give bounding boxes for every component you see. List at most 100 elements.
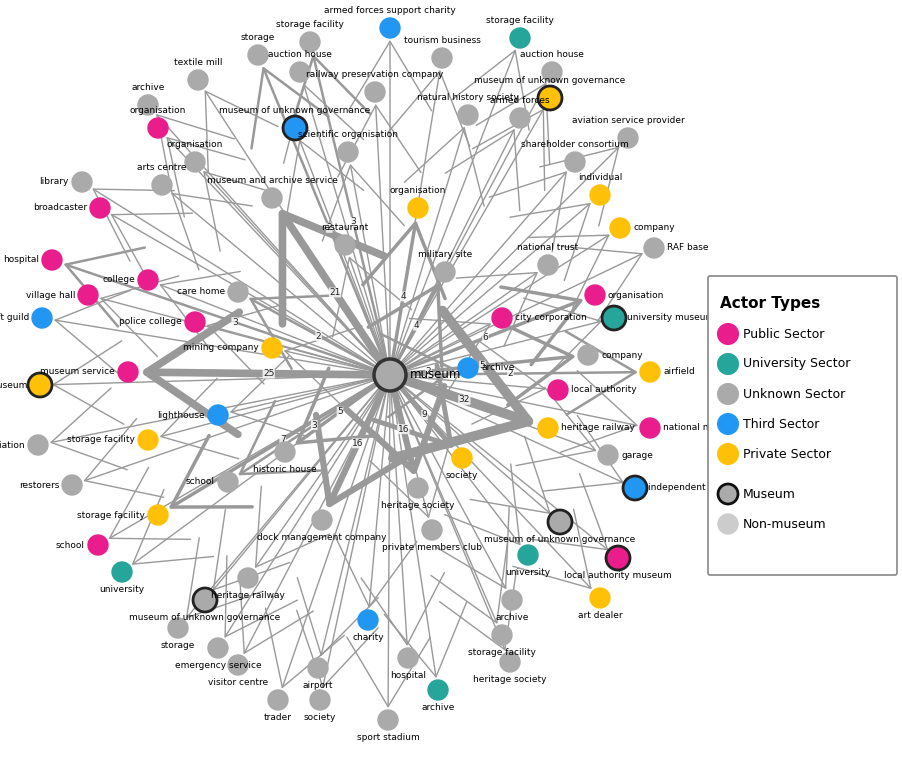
- Text: 3: 3: [232, 317, 237, 327]
- Circle shape: [208, 638, 228, 658]
- Text: society: society: [446, 471, 478, 480]
- Text: company: company: [633, 224, 675, 232]
- Text: 25: 25: [263, 369, 274, 378]
- Text: organisation: organisation: [390, 186, 446, 195]
- Text: university museum: university museum: [627, 313, 714, 323]
- Text: 9: 9: [422, 411, 428, 419]
- Text: archive: archive: [495, 613, 529, 622]
- Text: armed forces: armed forces: [490, 96, 550, 105]
- Text: 6: 6: [483, 334, 488, 342]
- Text: natural history society: natural history society: [417, 93, 519, 102]
- Circle shape: [623, 476, 647, 500]
- Text: 5: 5: [337, 407, 343, 416]
- Text: storage facility: storage facility: [468, 648, 536, 657]
- Text: arts centre: arts centre: [137, 163, 187, 172]
- Text: 32: 32: [458, 395, 470, 405]
- Text: broadcaster: broadcaster: [32, 204, 87, 212]
- Text: emergency service: emergency service: [175, 661, 262, 670]
- Circle shape: [90, 198, 110, 218]
- Circle shape: [602, 306, 626, 330]
- Text: sport stadium: sport stadium: [356, 733, 419, 742]
- Circle shape: [138, 270, 158, 290]
- Circle shape: [718, 484, 738, 504]
- Circle shape: [578, 345, 598, 365]
- Circle shape: [218, 472, 238, 492]
- Text: storage facility: storage facility: [78, 510, 145, 520]
- Circle shape: [193, 588, 217, 612]
- Circle shape: [640, 418, 660, 438]
- Text: local authority museum: local authority museum: [564, 571, 672, 580]
- Text: trader: trader: [264, 713, 292, 722]
- Circle shape: [290, 62, 310, 82]
- Text: museum of unknown governance: museum of unknown governance: [474, 76, 626, 85]
- Circle shape: [262, 188, 282, 208]
- Text: Non-museum: Non-museum: [743, 517, 826, 530]
- Text: museum of unknown governance: museum of unknown governance: [129, 613, 281, 622]
- Text: craft guild: craft guild: [0, 313, 29, 323]
- Circle shape: [492, 625, 512, 645]
- Circle shape: [585, 285, 605, 305]
- Circle shape: [112, 562, 132, 582]
- Text: 21: 21: [329, 288, 341, 297]
- Text: university: university: [505, 568, 550, 577]
- Text: museum service: museum service: [41, 367, 115, 377]
- Text: university: university: [99, 585, 144, 594]
- Text: tourism business: tourism business: [403, 36, 481, 45]
- Text: 16: 16: [352, 438, 364, 448]
- Text: Private Sector: Private Sector: [743, 448, 831, 461]
- Circle shape: [428, 680, 448, 700]
- Text: care home: care home: [177, 287, 225, 296]
- Circle shape: [358, 610, 378, 630]
- Text: society: society: [304, 713, 336, 722]
- Circle shape: [228, 655, 248, 675]
- Text: 16: 16: [398, 425, 410, 434]
- Text: Public Sector: Public Sector: [743, 327, 824, 340]
- Text: school: school: [186, 478, 215, 486]
- Text: historic house: historic house: [253, 465, 317, 474]
- Text: national trust: national trust: [518, 243, 578, 252]
- Text: 2: 2: [508, 369, 513, 378]
- Text: heritage railway: heritage railway: [561, 424, 635, 432]
- Circle shape: [610, 218, 630, 238]
- Circle shape: [138, 95, 158, 115]
- Circle shape: [452, 448, 472, 468]
- Circle shape: [275, 442, 295, 462]
- Text: aviation service provider: aviation service provider: [572, 116, 685, 125]
- Text: archive: archive: [132, 83, 165, 92]
- Circle shape: [185, 312, 205, 332]
- Circle shape: [228, 282, 248, 302]
- Circle shape: [432, 48, 452, 68]
- Text: textile mill: textile mill: [174, 58, 222, 67]
- Text: military site: military site: [418, 250, 472, 259]
- Text: school: school: [56, 540, 85, 550]
- Text: 4: 4: [413, 321, 419, 330]
- Text: heritage society: heritage society: [382, 501, 455, 510]
- FancyBboxPatch shape: [708, 276, 897, 575]
- Text: organisation: organisation: [130, 106, 186, 115]
- Text: museum and archive service: museum and archive service: [207, 176, 337, 185]
- Text: Unknown Sector: Unknown Sector: [743, 388, 845, 401]
- Text: scientific organisation: scientific organisation: [298, 130, 398, 139]
- Text: storage facility: storage facility: [486, 16, 554, 25]
- Circle shape: [248, 45, 268, 65]
- Text: RAF base: RAF base: [667, 243, 708, 252]
- Circle shape: [538, 86, 562, 110]
- Circle shape: [338, 142, 358, 162]
- Circle shape: [378, 710, 398, 730]
- Text: heritage society: heritage society: [474, 675, 547, 684]
- Text: organisation: organisation: [608, 290, 665, 300]
- Text: charity: charity: [352, 633, 384, 642]
- Text: village hall: village hall: [25, 290, 75, 300]
- Circle shape: [365, 82, 385, 102]
- Text: hospital: hospital: [3, 256, 39, 265]
- Text: restaurant: restaurant: [321, 223, 369, 232]
- Text: storage facility: storage facility: [67, 435, 135, 445]
- Circle shape: [78, 285, 98, 305]
- Circle shape: [548, 380, 568, 400]
- Text: airfield: airfield: [663, 367, 695, 377]
- Circle shape: [208, 405, 228, 425]
- Text: armed forces support charity: armed forces support charity: [324, 6, 456, 15]
- Circle shape: [718, 514, 738, 534]
- Text: storage: storage: [241, 33, 275, 42]
- Text: 2: 2: [426, 367, 431, 376]
